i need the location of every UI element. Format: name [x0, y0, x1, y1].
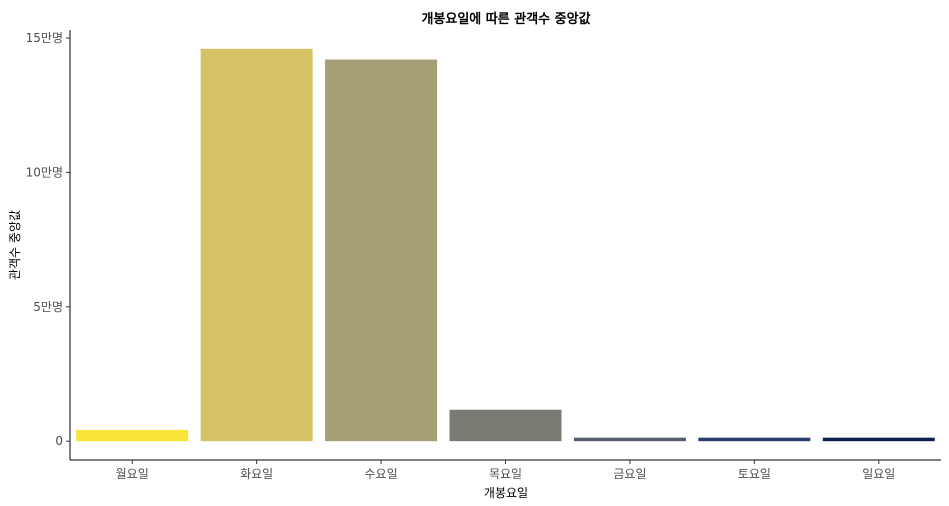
y-tick-label: 15만명 [26, 31, 63, 45]
x-tick-label: 화요일 [240, 467, 273, 481]
plot-area [76, 48, 935, 442]
y-tick-label: 0 [55, 434, 63, 448]
bar-7 [822, 437, 935, 442]
bar-4 [449, 409, 562, 442]
bar-3 [325, 59, 438, 442]
bar-2 [200, 48, 313, 442]
x-tick-label: 토요일 [738, 467, 771, 481]
bar-5 [573, 437, 686, 442]
bar-6 [698, 437, 811, 442]
x-tick-label: 월요일 [116, 467, 149, 481]
y-tick-label: 5만명 [33, 300, 63, 314]
bar-1 [76, 429, 189, 442]
y-axis-ticks: 0 5만명 10만명 15만명 [26, 31, 70, 448]
x-tick-label: 목요일 [489, 467, 522, 481]
x-tick-label: 금요일 [613, 467, 646, 481]
y-tick-label: 10만명 [26, 165, 63, 179]
x-tick-label: 일요일 [862, 467, 895, 481]
x-axis-title: 개봉요일 [484, 486, 528, 500]
chart-title: 개봉요일에 따른 관객수 중앙값 [421, 11, 590, 27]
x-tick-label: 수요일 [365, 467, 398, 481]
x-axis-ticks: 월요일 화요일 수요일 목요일 금요일 토요일 일요일 [116, 460, 895, 481]
y-axis-title: 관객수 중앙값 [8, 210, 22, 280]
